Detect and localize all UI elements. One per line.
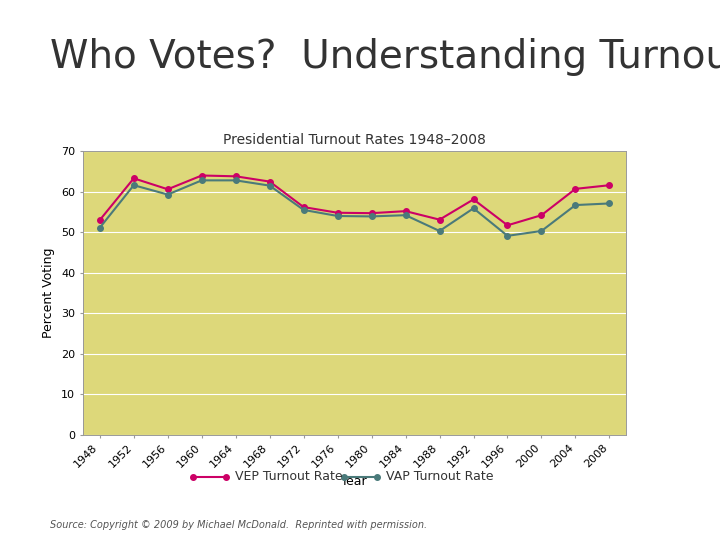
Title: Presidential Turnout Rates 1948–2008: Presidential Turnout Rates 1948–2008 xyxy=(223,133,486,147)
Text: VAP Turnout Rate: VAP Turnout Rate xyxy=(386,470,494,483)
Text: Source: Copyright © 2009 by Michael McDonald.  Reprinted with permission.: Source: Copyright © 2009 by Michael McDo… xyxy=(50,520,428,530)
Y-axis label: Percent Voting: Percent Voting xyxy=(42,248,55,338)
X-axis label: Year: Year xyxy=(341,475,368,488)
Text: Who Votes?  Understanding Turnout: Who Votes? Understanding Turnout xyxy=(50,38,720,76)
Text: VEP Turnout Rate: VEP Turnout Rate xyxy=(235,470,343,483)
